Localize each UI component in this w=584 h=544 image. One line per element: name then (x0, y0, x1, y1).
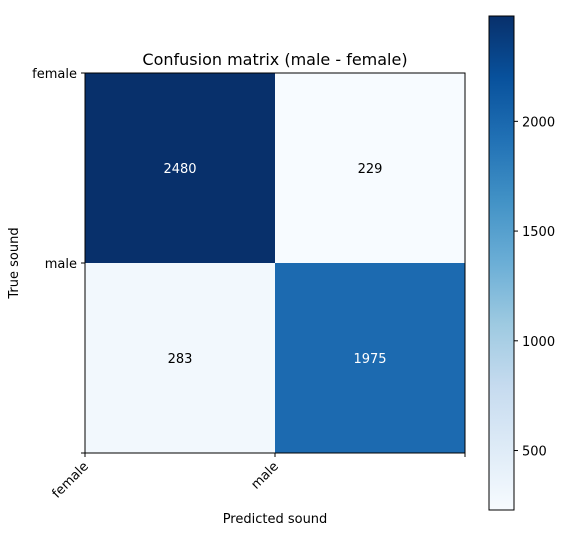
cell-value-label: 229 (358, 162, 383, 177)
cell-value-label: 283 (168, 352, 193, 367)
colorbar-tick-label: 500 (522, 445, 547, 460)
x-axis-label: Predicted sound (223, 512, 328, 527)
heatmap-cell (85, 263, 275, 453)
colorbar-tick-label: 1500 (522, 225, 555, 240)
y-axis-label: True sound (7, 227, 22, 299)
colorbar: 500 1000 1500 2000 (488, 15, 555, 511)
chart-title: Confusion matrix (male - female) (142, 50, 407, 69)
cell-value-label: 2480 (163, 162, 196, 177)
colorbar-ticks: 500 1000 1500 2000 (514, 115, 555, 460)
x-tick-label: female (50, 459, 92, 501)
heatmap-cell (275, 263, 465, 453)
colorbar-tick-label: 1000 (522, 335, 555, 350)
heatmap-cells (85, 73, 465, 453)
heatmap-cell (85, 73, 275, 263)
y-axis-ticks: female male (32, 67, 85, 454)
colorbar-gradient (489, 16, 514, 510)
x-axis-ticks: female male (50, 453, 466, 502)
y-tick-label: male (45, 257, 77, 272)
colorbar-frame (488, 15, 515, 511)
colorbar-tick-label: 2000 (522, 115, 555, 130)
x-tick-label: male (248, 459, 281, 492)
heatmap-cell (275, 73, 465, 263)
cell-value-label: 1975 (353, 352, 386, 367)
y-tick-label: female (32, 67, 77, 82)
cell-value-labels: 2480 229 283 1975 (163, 162, 386, 367)
